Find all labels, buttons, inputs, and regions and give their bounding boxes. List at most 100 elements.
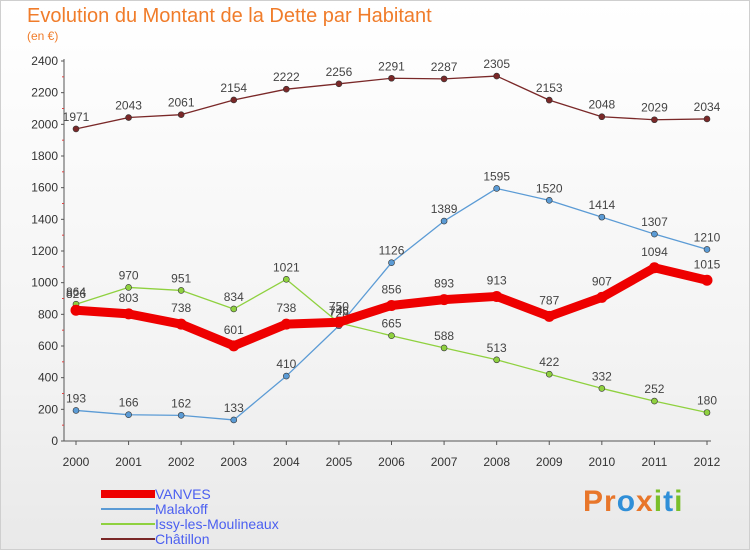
y-tick-label: 800 (38, 307, 58, 321)
data-point (596, 291, 608, 303)
data-point (283, 85, 290, 93)
data-label: 970 (119, 268, 139, 282)
data-point (491, 290, 503, 302)
data-label: 856 (381, 282, 401, 296)
y-tick-label: 0 (51, 434, 58, 448)
data-label: 601 (224, 323, 244, 337)
data-label: 738 (171, 301, 191, 315)
data-point (125, 284, 132, 291)
legend-label: VANVES (155, 485, 211, 502)
logo-letter: P (583, 485, 605, 518)
legend-label: Issy-les-Moulineaux (155, 515, 279, 532)
data-label: 2222 (273, 70, 300, 84)
x-tick-label: 2005 (326, 455, 353, 469)
y-tick-label: 2400 (31, 54, 58, 68)
data-point (70, 304, 82, 316)
data-label: 2287 (431, 60, 458, 74)
data-point (651, 116, 658, 124)
data-point (230, 416, 238, 424)
data-point (703, 115, 711, 123)
legend-item: Châtillon (101, 531, 279, 546)
legend-swatch (101, 490, 155, 499)
data-label: 2061 (168, 96, 195, 110)
data-label: 738 (276, 301, 296, 315)
data-point (177, 111, 185, 118)
logo-letter: t (663, 485, 675, 518)
x-tick-label: 2006 (378, 455, 405, 469)
data-label: 162 (171, 396, 191, 410)
data-label: 2291 (378, 59, 405, 73)
legend-item: Malakoff (101, 501, 279, 516)
y-tick-label: 1000 (31, 276, 58, 290)
data-point (123, 308, 135, 320)
chart-unit: (en €) (27, 29, 59, 43)
x-tick-label: 2000 (63, 455, 90, 469)
data-label: 893 (434, 277, 454, 291)
data-point (545, 96, 553, 104)
data-point (125, 411, 132, 419)
data-point (177, 287, 185, 294)
data-point (598, 213, 606, 221)
data-label: 193 (66, 391, 86, 405)
data-label: 907 (592, 274, 612, 288)
data-point (177, 412, 185, 419)
data-point (493, 72, 500, 80)
data-point (440, 217, 448, 225)
data-label: 2048 (588, 98, 615, 112)
data-point (283, 276, 290, 283)
data-point (333, 316, 345, 328)
data-label: 1094 (641, 245, 668, 259)
x-tick-label: 2001 (115, 455, 142, 469)
data-label: 2305 (483, 57, 510, 71)
data-label: 2043 (115, 99, 142, 113)
data-label: 834 (224, 290, 244, 304)
y-tick-label: 1200 (31, 244, 58, 258)
x-tick-label: 2009 (536, 455, 563, 469)
data-label: 1971 (63, 110, 90, 124)
data-point (388, 259, 395, 267)
y-tick-label: 1600 (31, 181, 58, 195)
x-tick-label: 2007 (431, 455, 458, 469)
x-tick-label: 2008 (483, 455, 510, 469)
y-tick-label: 600 (38, 339, 58, 353)
data-label: 422 (539, 355, 559, 369)
data-label: 1021 (273, 260, 300, 274)
logo-letter: x (636, 485, 654, 518)
data-label: 750 (329, 299, 349, 313)
data-point (72, 125, 80, 133)
logo-letter: o (616, 485, 637, 518)
data-label: 1015 (694, 257, 721, 271)
x-tick-label: 2004 (273, 455, 300, 469)
data-label: 2153 (536, 81, 563, 95)
x-tick-label: 2011 (642, 455, 668, 469)
data-point (703, 409, 711, 416)
data-label: 252 (644, 382, 664, 396)
series-line-issy-les-moulineaux (75, 278, 708, 414)
data-point (125, 114, 132, 121)
data-label: 1307 (641, 215, 668, 229)
data-label: 410 (276, 357, 296, 371)
data-label: 166 (119, 396, 139, 410)
y-tick-label: 400 (38, 371, 58, 385)
data-point (438, 294, 450, 306)
y-tick-label: 1800 (31, 149, 58, 163)
data-point (388, 74, 395, 82)
legend-label: Malakoff (155, 500, 208, 517)
data-label: 588 (434, 329, 454, 343)
legend-item: Issy-les-Moulineaux (101, 516, 279, 531)
data-label: 1520 (536, 181, 563, 195)
data-point (701, 274, 713, 286)
y-tick-label: 1400 (31, 212, 58, 226)
data-point (388, 332, 395, 340)
x-tick-label: 2012 (694, 455, 721, 469)
data-point (493, 185, 500, 192)
data-point (651, 230, 658, 238)
y-tick-label: 2000 (31, 117, 58, 131)
legend-swatch (101, 538, 155, 541)
legend-swatch (101, 508, 155, 511)
data-label: 746 (329, 304, 349, 318)
data-point (543, 310, 555, 322)
data-label: 864 (66, 285, 86, 299)
data-point (283, 372, 290, 380)
